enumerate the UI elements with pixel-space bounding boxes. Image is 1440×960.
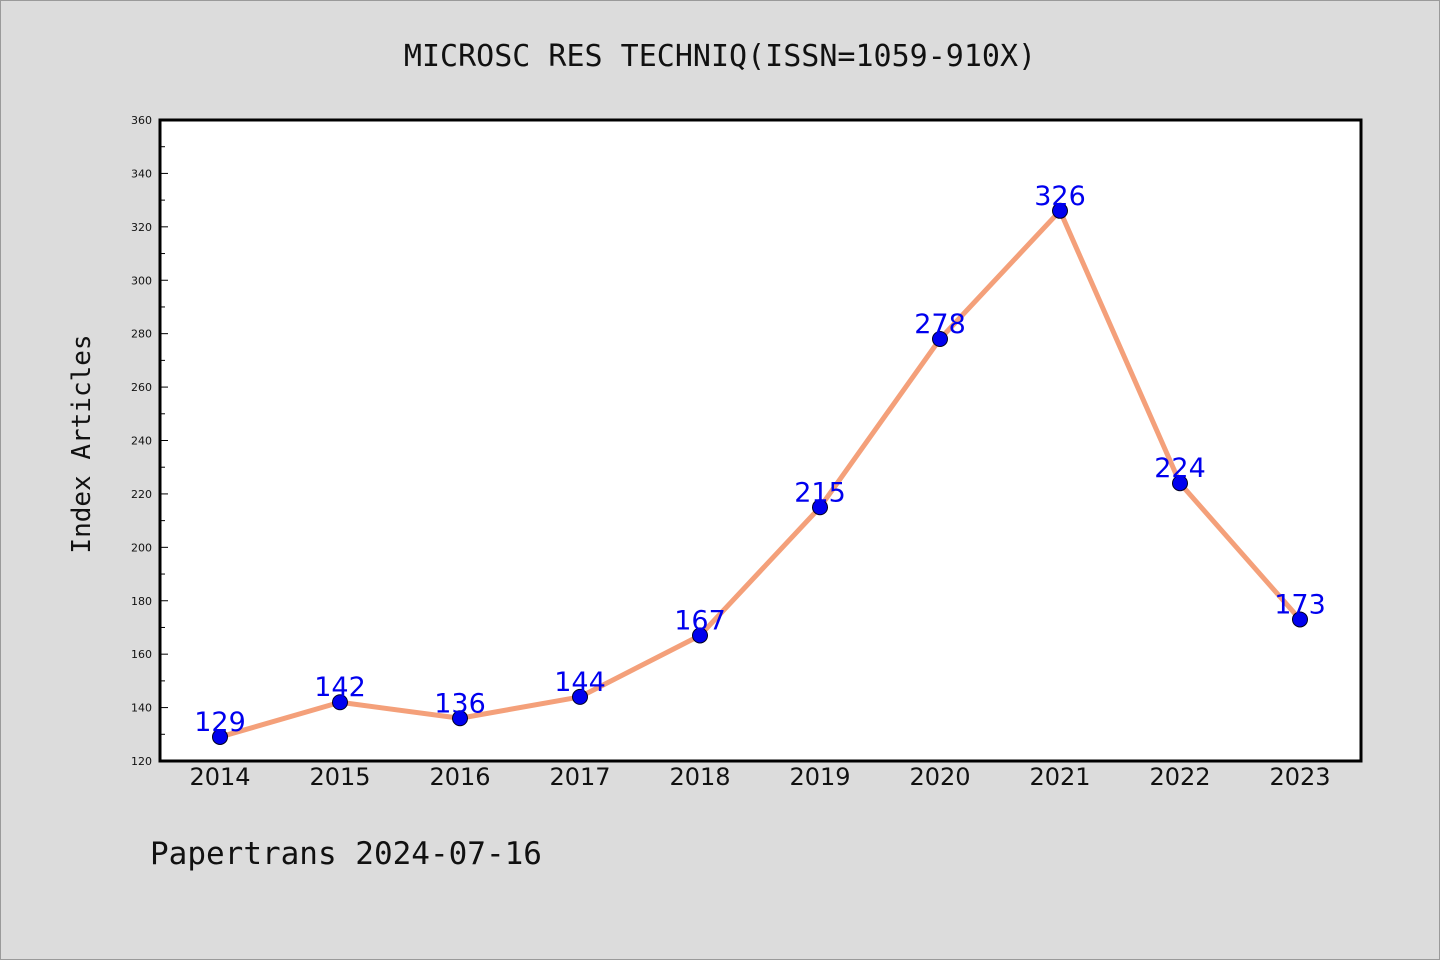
series-line-group xyxy=(212,202,1308,745)
data-label: 167 xyxy=(674,605,726,636)
data-point xyxy=(572,688,588,705)
x-tick-label: 2018 xyxy=(669,763,730,791)
y-tick-label: 320 xyxy=(131,221,152,234)
data-label: 142 xyxy=(314,672,366,703)
data-point xyxy=(332,694,348,711)
x-tick-label: 2021 xyxy=(1029,763,1090,791)
data-label-group: 129 142 136 144 167 215 278 326 224 173 xyxy=(194,181,1326,738)
x-tick-label: 2019 xyxy=(789,763,850,791)
data-label: 215 xyxy=(794,477,846,508)
series-line xyxy=(217,208,1303,740)
data-point xyxy=(932,331,948,348)
y-axis: 120 140 160 180 200 220 240 260 280 300 320 340 360 xyxy=(131,114,168,768)
x-tick-label: 2015 xyxy=(309,763,370,791)
data-point xyxy=(1292,611,1308,628)
data-label: 326 xyxy=(1034,181,1086,212)
x-tick-label: 2022 xyxy=(1149,763,1210,791)
y-tick-label: 280 xyxy=(131,328,152,341)
y-tick-label: 240 xyxy=(131,435,152,448)
y-tick-label: 260 xyxy=(131,381,152,394)
x-tick-label: 2023 xyxy=(1269,763,1330,791)
data-label: 224 xyxy=(1154,453,1206,484)
data-label: 144 xyxy=(554,667,606,698)
x-tick-label: 2016 xyxy=(429,763,490,791)
y-tick-label: 340 xyxy=(131,167,152,180)
data-point xyxy=(692,627,708,644)
y-tick-label: 120 xyxy=(131,755,152,768)
chart-title: MICROSC RES TECHNIQ(ISSN=1059-910X) xyxy=(404,39,1036,74)
data-point xyxy=(812,499,828,516)
y-tick-label: 200 xyxy=(131,541,152,554)
footer-text: Papertrans 2024-07-16 xyxy=(150,836,542,872)
x-axis: 2014 2015 2016 2017 2018 2019 2020 2021 2022 2023 xyxy=(189,763,1330,791)
plot-frame xyxy=(158,118,1363,763)
x-tick-label: 2017 xyxy=(549,763,610,791)
data-point xyxy=(1052,202,1068,219)
y-tick-label: 360 xyxy=(131,114,152,127)
data-label: 136 xyxy=(434,688,486,719)
y-tick-label: 140 xyxy=(131,702,152,715)
x-tick-label: 2020 xyxy=(909,763,970,791)
y-tick-label: 300 xyxy=(131,274,152,287)
x-tick-label: 2014 xyxy=(189,763,250,791)
y-axis-label: Index Articles xyxy=(67,334,97,553)
data-label: 129 xyxy=(194,707,246,738)
data-label: 278 xyxy=(914,309,966,340)
data-label: 173 xyxy=(1274,589,1326,620)
plot-area xyxy=(160,120,1361,761)
data-point xyxy=(1172,475,1188,492)
data-point xyxy=(212,728,228,745)
y-tick-label: 220 xyxy=(131,488,152,501)
data-point xyxy=(452,710,468,727)
y-tick-label: 180 xyxy=(131,595,152,608)
y-tick-label: 160 xyxy=(131,648,152,661)
